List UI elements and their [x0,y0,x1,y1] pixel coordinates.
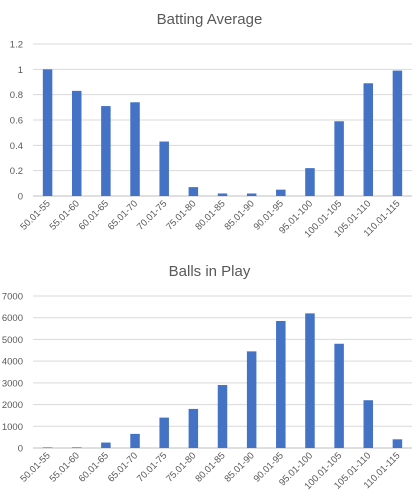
x-tick-label: 80.01-85 [193,198,227,232]
bar [217,193,228,196]
x-tick-label: 65.01-70 [106,450,140,484]
y-tick-label: 1.2 [10,40,23,51]
y-tick-label: 0 [18,444,23,455]
bar [276,189,286,196]
x-tick-label: 50.01-55 [18,198,52,232]
bar [305,168,315,196]
bar [71,90,82,196]
bar [130,433,140,448]
bar [392,70,403,196]
y-tick-label: 4000 [2,357,23,368]
x-tick-label: 60.01-65 [77,198,111,232]
bar [159,141,169,196]
x-tick-label: 55.01-60 [48,198,82,232]
x-tick-label: 70.01-75 [135,198,169,232]
bar [188,187,199,196]
bar [101,442,111,448]
x-tick-label: 60.01-65 [77,450,111,484]
y-tick-label: 1000 [2,422,23,433]
y-tick-label: 7000 [2,292,23,303]
y-tick-label: 6000 [2,313,23,324]
y-tick-label: 0.6 [10,116,23,127]
x-tick-label: 65.01-70 [106,198,140,232]
bar [363,400,374,448]
x-tick-label: 55.01-60 [48,450,82,484]
bar [305,313,315,448]
bar [217,385,228,448]
x-tick-label: 85.01-90 [222,198,256,232]
y-tick-label: 0.8 [10,90,23,101]
bar [159,417,169,448]
y-tick-label: 0.4 [10,141,23,152]
y-tick-label: 3000 [2,378,23,389]
bar [334,121,344,196]
y-tick-label: 5000 [2,335,23,346]
bar [42,447,53,448]
x-tick-label: 80.01-85 [193,450,227,484]
x-tick-label: 70.01-75 [135,450,169,484]
bar [130,102,140,196]
bar [71,447,82,448]
bar [334,343,344,448]
bar [42,69,53,196]
y-tick-label: 1 [18,65,23,76]
bar [246,351,257,448]
x-tick-label: 50.01-55 [18,450,52,484]
bar [101,106,111,196]
y-tick-label: 0.2 [10,166,23,177]
bar [392,439,403,448]
chart-title: Balls in Play [169,263,251,280]
x-tick-label: 75.01-80 [164,450,198,484]
x-tick-label: 85.01-90 [222,450,256,484]
y-tick-label: 0 [18,192,23,203]
bar [363,83,374,196]
bar [246,193,257,196]
bar [188,408,199,448]
y-tick-label: 2000 [2,400,23,411]
x-tick-label: 75.01-80 [164,198,198,232]
balls-in-play-chart: Balls in Play 0 1000 2000 3000 4000 5000 6000 7… [2,263,412,492]
batting-average-chart: Batting Average 0 0.2 0.4 0.6 0.8 1 1.2 50.01-5… [10,11,412,240]
chart-title: Batting Average [157,11,263,28]
bar [276,320,286,448]
